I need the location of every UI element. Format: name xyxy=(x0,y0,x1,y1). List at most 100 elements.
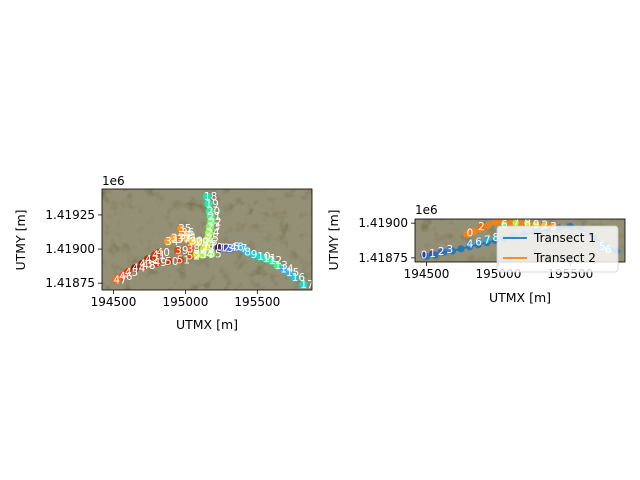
x-tick-label: 194500 xyxy=(404,267,450,281)
point-label: 53 xyxy=(194,249,207,261)
point-label: 36 xyxy=(181,227,195,239)
point-label: 9 xyxy=(251,249,258,261)
panel-2-y-offset: 1e6 xyxy=(415,203,438,217)
point-label: 5 xyxy=(233,242,240,254)
point-label: 25 xyxy=(205,233,218,245)
point-label: 46 xyxy=(119,271,133,283)
point-label: 8 xyxy=(493,232,500,244)
point-label: 44 xyxy=(132,263,146,275)
scatter-point xyxy=(523,219,531,227)
point-label: 24 xyxy=(206,227,220,239)
point-label: 4 xyxy=(467,238,474,250)
point-label: 43 xyxy=(139,259,152,271)
scatter-point xyxy=(185,251,194,261)
point-label: 32 xyxy=(180,230,193,242)
panel-1-y-axis-label: UTMY [m] xyxy=(13,209,28,270)
point-label: 6 xyxy=(237,242,244,254)
scatter-point xyxy=(475,238,482,246)
scatter-point xyxy=(267,256,276,265)
point-label: 22 xyxy=(208,216,221,228)
point-label: 1 xyxy=(220,242,227,254)
point-label: 50 xyxy=(165,256,178,268)
point-label: 4 xyxy=(230,242,237,254)
scatter-point xyxy=(512,219,519,227)
chart-panel-2: 012346780267892356 1945001950001955001.4… xyxy=(326,203,626,305)
point-label: 15 xyxy=(286,267,299,279)
legend-box xyxy=(496,225,619,273)
point-label: 18 xyxy=(204,191,217,203)
scatter-point xyxy=(204,199,213,209)
legend-label-transect-1: Transect 1 xyxy=(533,231,596,245)
scatter-point xyxy=(175,235,184,244)
scatter-point xyxy=(198,250,207,259)
panel-1-y-offset: 1e6 xyxy=(102,174,125,188)
point-label: 20 xyxy=(207,206,220,218)
panel-1-x-axis-label: UTMX [m] xyxy=(176,317,238,332)
y-tick-label: 1.41925 xyxy=(45,208,95,222)
point-label: 28 xyxy=(201,244,214,256)
point-label: 31 xyxy=(184,233,197,245)
legend-label-transect-2: Transect 2 xyxy=(533,251,596,265)
scatter-point xyxy=(151,250,160,260)
point-label: 40 xyxy=(157,247,170,259)
point-label: 47 xyxy=(113,274,126,286)
scatter-point xyxy=(284,268,294,277)
point-label: 27 xyxy=(203,241,216,253)
point-label: 8 xyxy=(524,218,531,230)
point-label: 11 xyxy=(263,253,276,265)
scatter-point xyxy=(202,192,212,201)
scatter-point xyxy=(163,237,173,246)
scatter-point xyxy=(299,280,308,289)
panel-2-x-axis-label: UTMX [m] xyxy=(489,290,551,305)
x-tick-label: 195000 xyxy=(163,295,209,309)
point-label: 19 xyxy=(205,199,218,211)
scatter-point xyxy=(152,258,161,267)
scatter-point xyxy=(446,246,453,253)
point-label: 39 xyxy=(175,245,188,257)
scatter-point xyxy=(112,275,121,284)
point-label: 10 xyxy=(257,251,270,263)
point-label: 0 xyxy=(421,250,428,262)
point-label: 0 xyxy=(216,242,223,254)
panel-1-frame xyxy=(101,188,313,291)
point-label: 17 xyxy=(300,279,313,291)
point-label: 7 xyxy=(241,243,248,255)
point-label: 23 xyxy=(207,222,220,234)
scatter-point xyxy=(207,249,216,259)
x-tick-label: 194500 xyxy=(91,295,137,309)
point-label: 33 xyxy=(171,233,184,245)
point-label: 1 xyxy=(429,248,436,260)
scatter-point xyxy=(249,250,258,259)
point-label: 35 xyxy=(178,223,191,235)
x-tick-label: 195500 xyxy=(234,295,280,309)
scatter-point xyxy=(420,251,427,259)
point-label: 29 xyxy=(195,237,208,249)
scatter-point xyxy=(130,263,140,273)
point-label: 38 xyxy=(187,244,200,256)
y-tick-label: 1.41900 xyxy=(358,216,408,230)
point-label: 3 xyxy=(227,243,234,255)
point-label: 42 xyxy=(145,254,158,266)
legend: Transect 1 Transect 2 xyxy=(496,225,619,273)
scatter-point xyxy=(163,257,173,266)
point-label: 6 xyxy=(501,219,508,231)
scatter-point xyxy=(140,261,150,270)
scatter-point xyxy=(290,273,299,282)
point-label: 37 xyxy=(177,234,190,246)
point-label: 45 xyxy=(125,267,138,279)
point-label: 41 xyxy=(152,250,165,262)
series-point xyxy=(491,219,500,227)
point-label: 26 xyxy=(204,237,218,249)
scatter-point xyxy=(175,255,184,265)
scatter-point xyxy=(185,244,194,254)
point-label: 48 xyxy=(142,260,155,272)
y-tick-label: 1.41900 xyxy=(45,242,95,256)
point-label: 49 xyxy=(154,257,167,269)
point-label: 0 xyxy=(467,227,474,239)
point-label: 16 xyxy=(292,272,306,284)
point-label: 2 xyxy=(223,243,230,255)
